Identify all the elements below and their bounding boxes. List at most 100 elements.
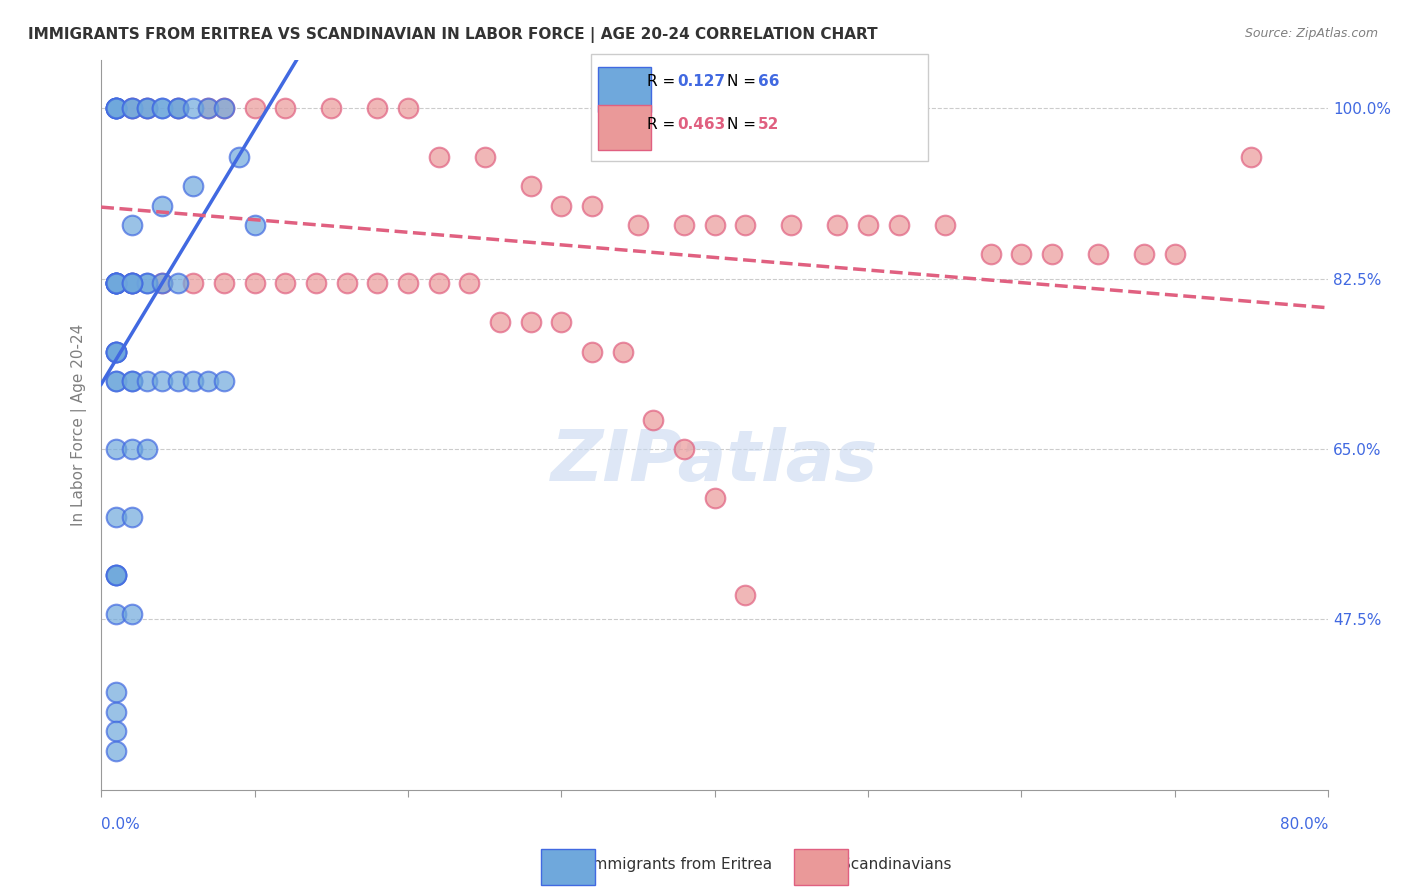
Point — [934, 218, 956, 232]
Point — [166, 374, 188, 388]
Point — [181, 374, 204, 388]
Point — [121, 101, 143, 115]
Point — [121, 374, 143, 388]
Point — [1133, 247, 1156, 261]
Point — [105, 568, 128, 582]
Point — [197, 101, 219, 115]
Point — [105, 101, 128, 115]
Text: 0.0%: 0.0% — [101, 817, 139, 832]
Point — [105, 277, 128, 291]
Point — [152, 101, 174, 115]
Point — [152, 198, 174, 212]
Point — [305, 277, 328, 291]
Point — [703, 218, 725, 232]
Text: R =: R = — [647, 118, 681, 132]
Text: 80.0%: 80.0% — [1279, 817, 1329, 832]
Text: R =: R = — [647, 74, 681, 88]
Point — [1164, 247, 1187, 261]
Point — [136, 101, 159, 115]
Point — [136, 277, 159, 291]
Point — [121, 277, 143, 291]
Point — [166, 101, 188, 115]
Point — [1087, 247, 1109, 261]
Point — [672, 442, 695, 456]
Point — [643, 413, 665, 427]
Point — [243, 101, 266, 115]
Text: 52: 52 — [758, 118, 779, 132]
Point — [105, 568, 128, 582]
Point — [489, 315, 512, 329]
Point — [243, 218, 266, 232]
Point — [105, 744, 128, 758]
Point — [166, 277, 188, 291]
Point — [366, 277, 388, 291]
Point — [212, 374, 235, 388]
Point — [121, 277, 143, 291]
Point — [166, 101, 188, 115]
Point — [581, 198, 603, 212]
Point — [152, 277, 174, 291]
Point — [274, 277, 297, 291]
Point — [474, 150, 496, 164]
Point — [105, 101, 128, 115]
Point — [105, 277, 128, 291]
Point — [152, 101, 174, 115]
Point — [105, 277, 128, 291]
Point — [136, 101, 159, 115]
Point — [672, 218, 695, 232]
Point — [856, 218, 879, 232]
Point — [105, 568, 128, 582]
Text: Immigrants from Eritrea: Immigrants from Eritrea — [588, 857, 772, 872]
Point — [121, 442, 143, 456]
Point — [105, 344, 128, 359]
Point — [105, 607, 128, 622]
Point — [136, 374, 159, 388]
Point — [1040, 247, 1063, 261]
Point — [105, 277, 128, 291]
Point — [181, 277, 204, 291]
Point — [366, 101, 388, 115]
Y-axis label: In Labor Force | Age 20-24: In Labor Force | Age 20-24 — [72, 324, 87, 525]
Point — [121, 218, 143, 232]
Point — [121, 277, 143, 291]
Text: N =: N = — [727, 118, 761, 132]
Point — [887, 218, 910, 232]
Point — [105, 101, 128, 115]
Text: 66: 66 — [758, 74, 779, 88]
Point — [166, 101, 188, 115]
Point — [121, 607, 143, 622]
Point — [321, 101, 343, 115]
Text: 0.127: 0.127 — [678, 74, 725, 88]
Point — [136, 442, 159, 456]
Point — [734, 588, 756, 602]
Point — [121, 374, 143, 388]
Text: 0.463: 0.463 — [678, 118, 725, 132]
Point — [105, 277, 128, 291]
Point — [105, 344, 128, 359]
Point — [396, 101, 419, 115]
Point — [105, 442, 128, 456]
Point — [228, 150, 250, 164]
Point — [212, 101, 235, 115]
Point — [121, 510, 143, 524]
Point — [105, 101, 128, 115]
Point — [121, 277, 143, 291]
Point — [105, 510, 128, 524]
Point — [581, 344, 603, 359]
Point — [136, 101, 159, 115]
Point — [827, 218, 849, 232]
Point — [105, 277, 128, 291]
Point — [627, 218, 650, 232]
Point — [105, 724, 128, 739]
Point — [121, 277, 143, 291]
Text: Source: ZipAtlas.com: Source: ZipAtlas.com — [1244, 27, 1378, 40]
Point — [121, 101, 143, 115]
Point — [197, 101, 219, 115]
Point — [181, 179, 204, 194]
Point — [1010, 247, 1032, 261]
Point — [105, 374, 128, 388]
Point — [181, 101, 204, 115]
Point — [105, 101, 128, 115]
Point — [105, 374, 128, 388]
Point — [335, 277, 357, 291]
